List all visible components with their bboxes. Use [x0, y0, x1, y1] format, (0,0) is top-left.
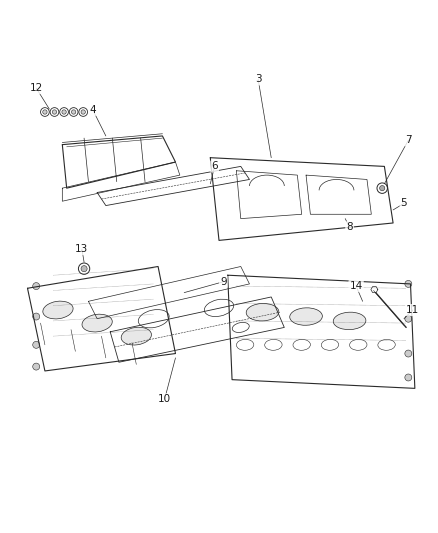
- Text: 8: 8: [346, 222, 353, 232]
- Circle shape: [81, 110, 85, 114]
- Ellipse shape: [333, 312, 366, 329]
- Ellipse shape: [82, 314, 112, 332]
- Ellipse shape: [290, 308, 322, 325]
- Circle shape: [81, 265, 87, 272]
- Circle shape: [33, 282, 40, 289]
- Text: 13: 13: [75, 244, 88, 254]
- Text: 4: 4: [89, 105, 96, 115]
- Text: 3: 3: [255, 75, 261, 84]
- Text: 14: 14: [350, 281, 363, 291]
- Text: 9: 9: [220, 277, 226, 287]
- Ellipse shape: [43, 301, 73, 319]
- Circle shape: [33, 341, 40, 349]
- Text: 6: 6: [212, 161, 218, 172]
- Text: 10: 10: [158, 394, 171, 404]
- Text: 5: 5: [401, 198, 407, 208]
- Circle shape: [405, 315, 412, 322]
- Circle shape: [43, 110, 47, 114]
- Text: 7: 7: [405, 135, 412, 146]
- Circle shape: [405, 350, 412, 357]
- Ellipse shape: [246, 303, 279, 321]
- Circle shape: [52, 110, 57, 114]
- Circle shape: [405, 374, 412, 381]
- Ellipse shape: [121, 327, 152, 345]
- Text: 11: 11: [406, 305, 419, 315]
- Circle shape: [71, 110, 76, 114]
- Circle shape: [33, 363, 40, 370]
- Circle shape: [62, 110, 66, 114]
- Circle shape: [380, 185, 385, 191]
- Circle shape: [405, 280, 412, 287]
- Circle shape: [33, 313, 40, 320]
- Text: 12: 12: [30, 83, 43, 93]
